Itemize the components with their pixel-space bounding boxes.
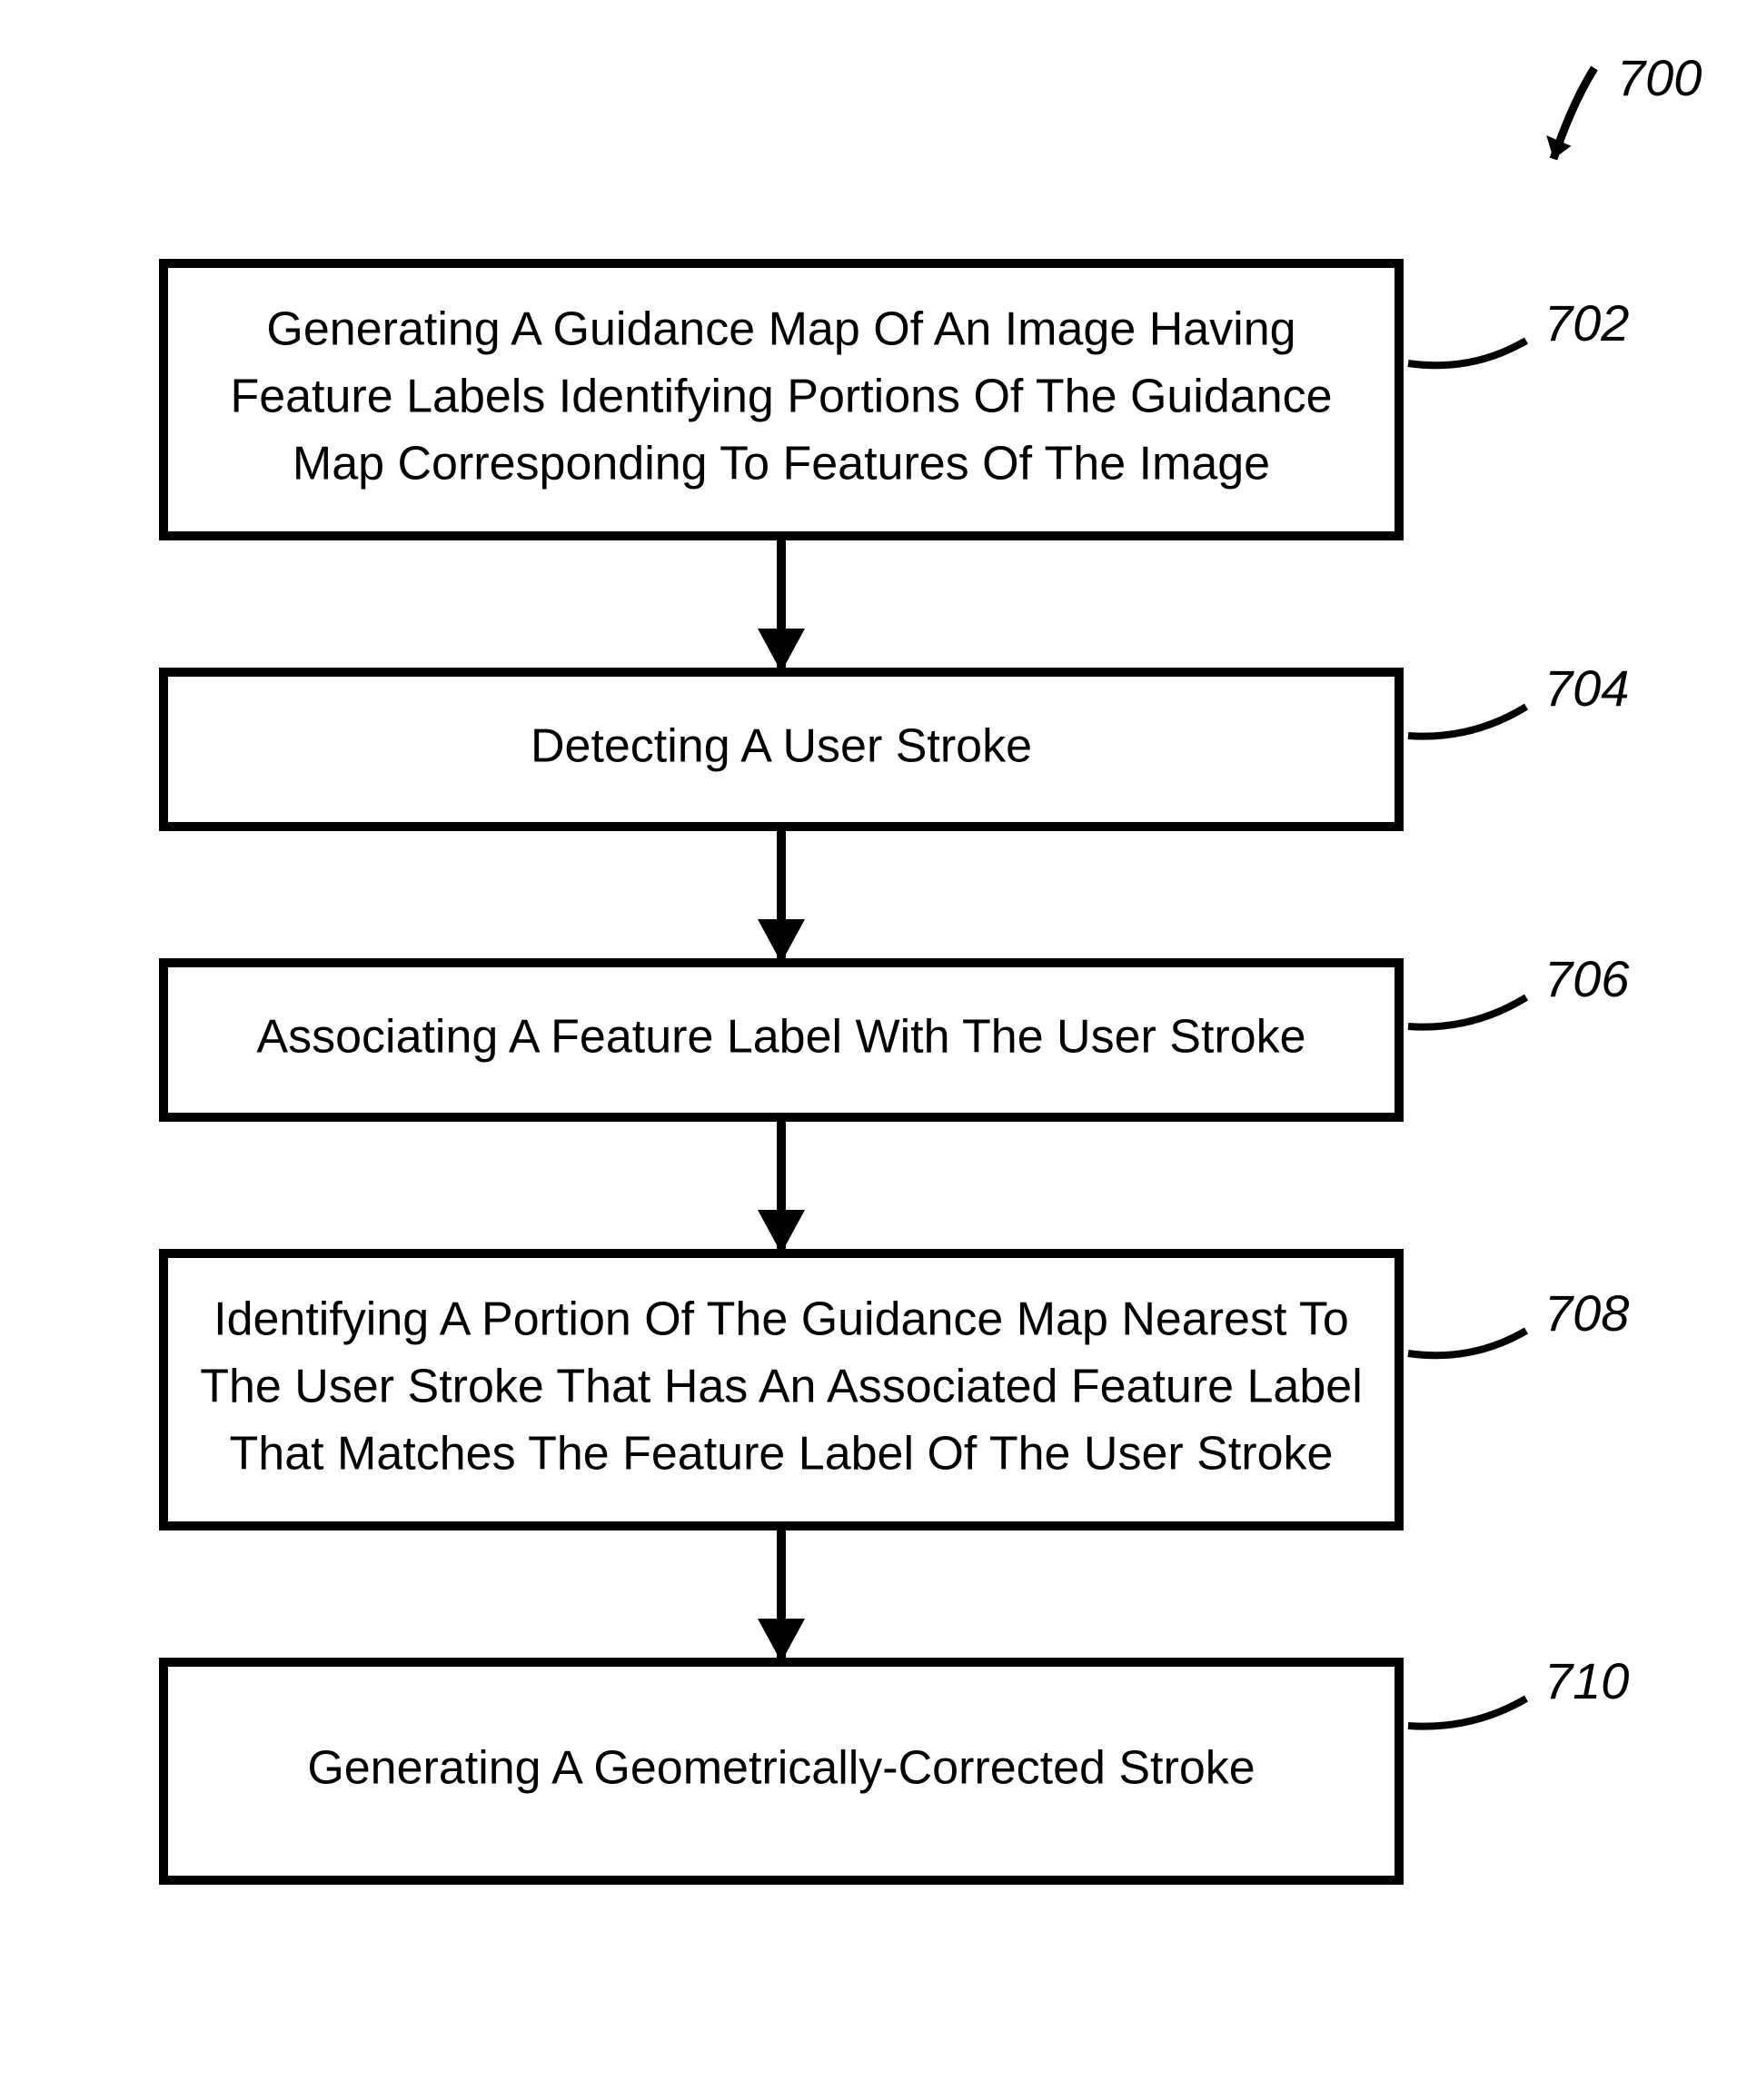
flow-arrowhead: [758, 919, 805, 963]
label-leader: [1408, 997, 1526, 1027]
step-detect-user-stroke: Detecting A User Stroke 704: [164, 659, 1629, 827]
reference-label: 704: [1544, 659, 1629, 717]
box-text-line: Map Corresponding To Features Of The Ima…: [293, 438, 1270, 490]
box-text-line: The User Stroke That Has An Associated F…: [200, 1361, 1363, 1413]
reference-label: 702: [1544, 294, 1629, 352]
step-associate-feature-label: Associating A Feature Label With The Use…: [164, 950, 1630, 1117]
reference-label: 706: [1544, 950, 1630, 1007]
reference-label: 710: [1544, 1652, 1629, 1709]
step-generate-corrected-stroke: Generating A Geometrically-Corrected Str…: [164, 1652, 1629, 1880]
box-text-line: That Matches The Feature Label Of The Us…: [230, 1428, 1334, 1481]
label-leader: [1408, 341, 1526, 365]
flow-arrowhead: [758, 1619, 805, 1662]
label-leader: [1408, 1699, 1526, 1727]
figure-reference-label: 700: [1617, 49, 1702, 106]
box-text-line: Associating A Feature Label With The Use…: [256, 1011, 1305, 1064]
box-text-line: Identifying A Portion Of The Guidance Ma…: [213, 1293, 1349, 1346]
label-leader: [1408, 1331, 1526, 1355]
flow-arrowhead: [758, 629, 805, 672]
box-text-line: Feature Labels Identifying Portions Of T…: [230, 371, 1332, 423]
box-text-line: Detecting A User Stroke: [531, 720, 1032, 773]
flow-arrowhead: [758, 1210, 805, 1253]
box-text-line: Generating A Guidance Map Of An Image Ha…: [266, 303, 1295, 356]
box-text-line: Generating A Geometrically-Corrected Str…: [307, 1742, 1255, 1795]
reference-label: 708: [1544, 1284, 1629, 1342]
step-identify-guidance-map-portion: Identifying A Portion Of The Guidance Ma…: [164, 1253, 1629, 1526]
step-generate-guidance-map: Generating A Guidance Map Of An Image Ha…: [164, 263, 1629, 536]
label-leader: [1408, 707, 1526, 737]
